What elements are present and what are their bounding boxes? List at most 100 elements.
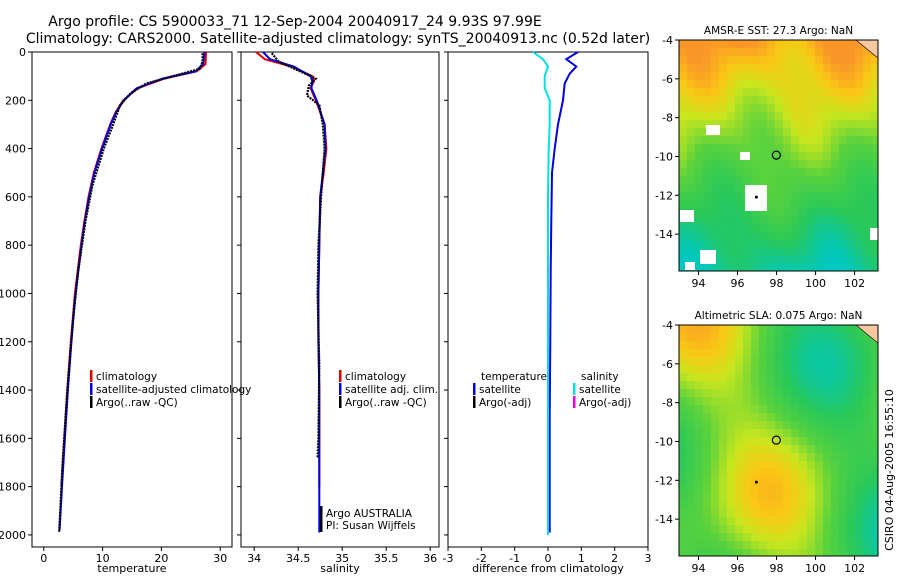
map-cell <box>807 485 815 493</box>
map-cell <box>687 176 695 184</box>
map-cell <box>799 349 807 357</box>
missing-data-patch <box>680 210 694 222</box>
map-cell <box>759 397 767 405</box>
map-cell <box>695 453 703 461</box>
x-axis-label: temperature <box>97 562 166 575</box>
map-cell <box>727 469 735 477</box>
map-cell <box>727 40 735 48</box>
map-cell <box>815 232 823 240</box>
map-cell <box>831 533 839 541</box>
map-cell <box>727 240 735 248</box>
map-cell <box>735 469 743 477</box>
map-cell <box>719 216 727 224</box>
map-cell <box>863 224 871 232</box>
map-cell <box>727 96 735 104</box>
map-cell <box>847 453 855 461</box>
map-cell <box>767 509 775 517</box>
map-cell <box>775 549 783 556</box>
map-cell <box>767 192 775 200</box>
map-cell <box>799 357 807 365</box>
map-cell <box>727 341 735 349</box>
map-cell <box>759 96 767 104</box>
map-cell <box>735 477 743 485</box>
map-cell <box>839 549 847 556</box>
map-cell <box>775 421 783 429</box>
map-cell <box>719 264 727 271</box>
map-cell <box>735 325 743 333</box>
map-cell <box>775 64 783 72</box>
map-cell <box>695 40 703 48</box>
map-cell <box>855 208 863 216</box>
map-cell <box>839 176 847 184</box>
map-cell <box>863 365 871 373</box>
map-cell <box>695 256 703 264</box>
map-cell <box>711 192 719 200</box>
map-cell <box>775 136 783 144</box>
map-cell <box>815 365 823 373</box>
map-cell <box>791 437 799 445</box>
map-cell <box>807 128 815 136</box>
map-cell <box>703 240 711 248</box>
map-cell <box>767 453 775 461</box>
map-cell <box>831 429 839 437</box>
map-cell <box>783 216 791 224</box>
map-cell <box>711 517 719 525</box>
map-cell <box>847 136 855 144</box>
map-cell <box>735 72 743 80</box>
map-cell <box>799 485 807 493</box>
map-cell <box>767 128 775 136</box>
map-cell <box>711 549 719 556</box>
map-cell <box>759 421 767 429</box>
map-cell <box>703 136 711 144</box>
map-cell <box>775 40 783 48</box>
map-cell <box>751 48 759 56</box>
map-cell <box>831 373 839 381</box>
map-cell <box>767 144 775 152</box>
map-cell <box>687 192 695 200</box>
map-cell <box>695 541 703 549</box>
map-cell <box>855 40 863 48</box>
map-cell <box>767 469 775 477</box>
map-cell <box>775 389 783 397</box>
map-cell <box>679 152 687 160</box>
map-cell <box>727 533 735 541</box>
x-tick-label: 2 <box>611 552 618 565</box>
map-cell <box>735 216 743 224</box>
map-cell <box>871 365 878 373</box>
map-cell <box>839 341 847 349</box>
map-cell <box>847 429 855 437</box>
map-cell <box>727 160 735 168</box>
map-cell <box>743 445 751 453</box>
map-cell <box>743 365 751 373</box>
map-cell <box>807 72 815 80</box>
map-cell <box>703 373 711 381</box>
map-cell <box>799 256 807 264</box>
map-cell <box>783 104 791 112</box>
map-cell <box>767 80 775 88</box>
map-cell <box>735 541 743 549</box>
float-position-marker <box>771 150 781 160</box>
map-cell <box>815 429 823 437</box>
map-cell <box>679 477 687 485</box>
y-tick-label: -10 <box>655 150 673 163</box>
x-tick-label: 94 <box>692 562 706 575</box>
map-cell <box>839 192 847 200</box>
map-cell <box>863 397 871 405</box>
map-cell <box>703 176 711 184</box>
map-cell <box>855 112 863 120</box>
map-cell <box>815 192 823 200</box>
map-cell <box>727 104 735 112</box>
map-cell <box>831 128 839 136</box>
map-cell <box>711 232 719 240</box>
map-cell <box>839 120 847 128</box>
map-cell <box>807 184 815 192</box>
map-cell <box>719 96 727 104</box>
map-cell <box>871 533 878 541</box>
map-cell <box>687 72 695 80</box>
x-tick-label: -1 <box>509 552 520 565</box>
map-cell <box>871 397 878 405</box>
x-axis-label: difference from climatology <box>472 562 624 575</box>
map-cell <box>759 120 767 128</box>
map-cell <box>759 80 767 88</box>
map-cell <box>759 256 767 264</box>
